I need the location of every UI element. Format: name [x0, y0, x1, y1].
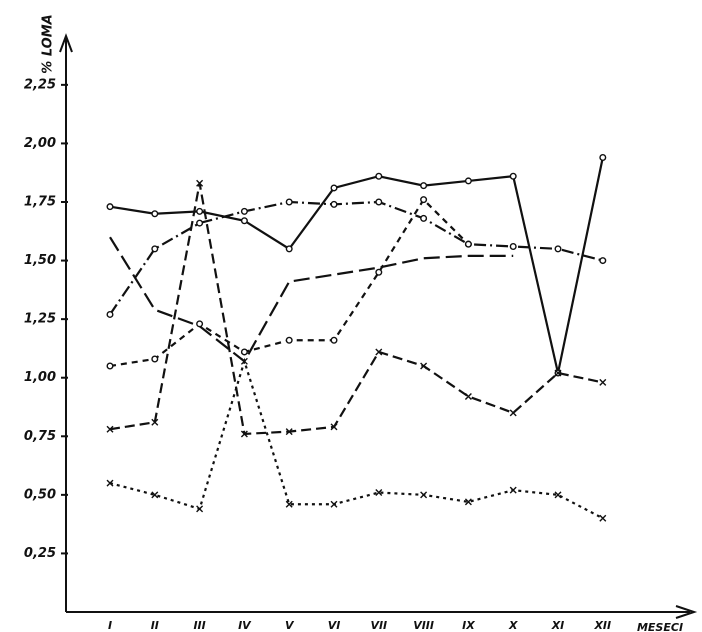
point-marker — [196, 219, 204, 227]
point-marker — [151, 418, 159, 426]
x-tick-label: XI — [551, 619, 565, 632]
point-marker — [375, 198, 383, 206]
y-axis-title: % LOMA — [41, 14, 56, 73]
point-marker — [420, 362, 428, 370]
x-tick-label: XII — [593, 619, 611, 632]
point-marker — [285, 500, 293, 508]
point-marker — [196, 320, 204, 328]
point-marker — [509, 172, 517, 180]
x-tick-label: X — [508, 619, 518, 632]
point-marker — [240, 430, 248, 438]
point-marker — [375, 348, 383, 356]
point-marker — [599, 514, 607, 522]
y-tick-label: 2,00 — [24, 136, 56, 151]
x-tick-label: VII — [370, 619, 387, 632]
point-marker — [330, 500, 338, 508]
point-marker — [106, 479, 114, 487]
point-marker — [420, 491, 428, 499]
point-marker — [106, 362, 114, 370]
x-axis-title: MESECI — [637, 621, 683, 632]
point-marker — [464, 392, 472, 400]
point-marker — [420, 196, 428, 204]
point-marker — [285, 336, 293, 344]
point-marker — [599, 378, 607, 386]
point-marker — [375, 268, 383, 276]
x-tick-label: I — [108, 619, 112, 632]
point-marker — [554, 369, 562, 377]
point-marker — [330, 336, 338, 344]
x-tick-label: IX — [462, 619, 475, 632]
y-tick-label: 1,00 — [24, 370, 56, 385]
point-marker — [554, 245, 562, 253]
point-marker — [196, 179, 204, 187]
point-marker — [599, 153, 607, 161]
x-tick-label: VIII — [413, 619, 434, 632]
point-marker — [420, 214, 428, 222]
y-tick-label: 0,50 — [24, 487, 56, 502]
series-line — [109, 183, 604, 436]
series-line — [109, 357, 604, 520]
point-marker — [240, 348, 248, 356]
point-marker — [151, 491, 159, 499]
point-marker — [151, 210, 159, 218]
y-axis-arrow — [59, 33, 73, 53]
point-marker — [106, 310, 114, 318]
point-marker — [151, 245, 159, 253]
point-marker — [196, 505, 204, 513]
point-marker — [330, 184, 338, 192]
y-tick-label: 1,50 — [24, 253, 56, 268]
point-marker — [554, 491, 562, 499]
y-tick-label: 1,25 — [24, 312, 56, 327]
y-tick-label: 2,25 — [24, 77, 56, 92]
point-marker — [240, 217, 248, 225]
series-line — [109, 236, 514, 363]
point-marker — [375, 172, 383, 180]
point-marker — [420, 182, 428, 190]
x-tick-label: V — [285, 619, 295, 632]
point-marker — [599, 257, 607, 265]
x-axis-arrow — [675, 605, 698, 619]
point-marker — [375, 489, 383, 497]
series-line — [109, 157, 604, 374]
x-tick-label: II — [151, 619, 159, 632]
point-marker — [330, 200, 338, 208]
point-marker — [196, 207, 204, 215]
point-marker — [464, 177, 472, 185]
series-line — [109, 200, 604, 316]
y-tick-label: 0,25 — [24, 546, 56, 561]
x-tick-label: IV — [238, 619, 252, 632]
point-marker — [240, 357, 248, 365]
point-marker — [285, 198, 293, 206]
point-marker — [509, 409, 517, 417]
y-tick-label: 1,75 — [24, 195, 56, 210]
point-marker — [106, 203, 114, 211]
x-tick-label: VI — [328, 619, 341, 632]
point-marker — [151, 355, 159, 363]
point-marker — [464, 498, 472, 506]
point-marker — [330, 423, 338, 431]
point-marker — [285, 428, 293, 436]
point-marker — [106, 425, 114, 433]
point-marker — [285, 245, 293, 253]
point-marker — [240, 207, 248, 215]
x-tick-label: III — [193, 619, 205, 632]
point-marker — [509, 486, 517, 494]
point-marker — [509, 243, 517, 251]
point-marker — [464, 240, 472, 248]
y-tick-label: 0,75 — [24, 429, 56, 444]
